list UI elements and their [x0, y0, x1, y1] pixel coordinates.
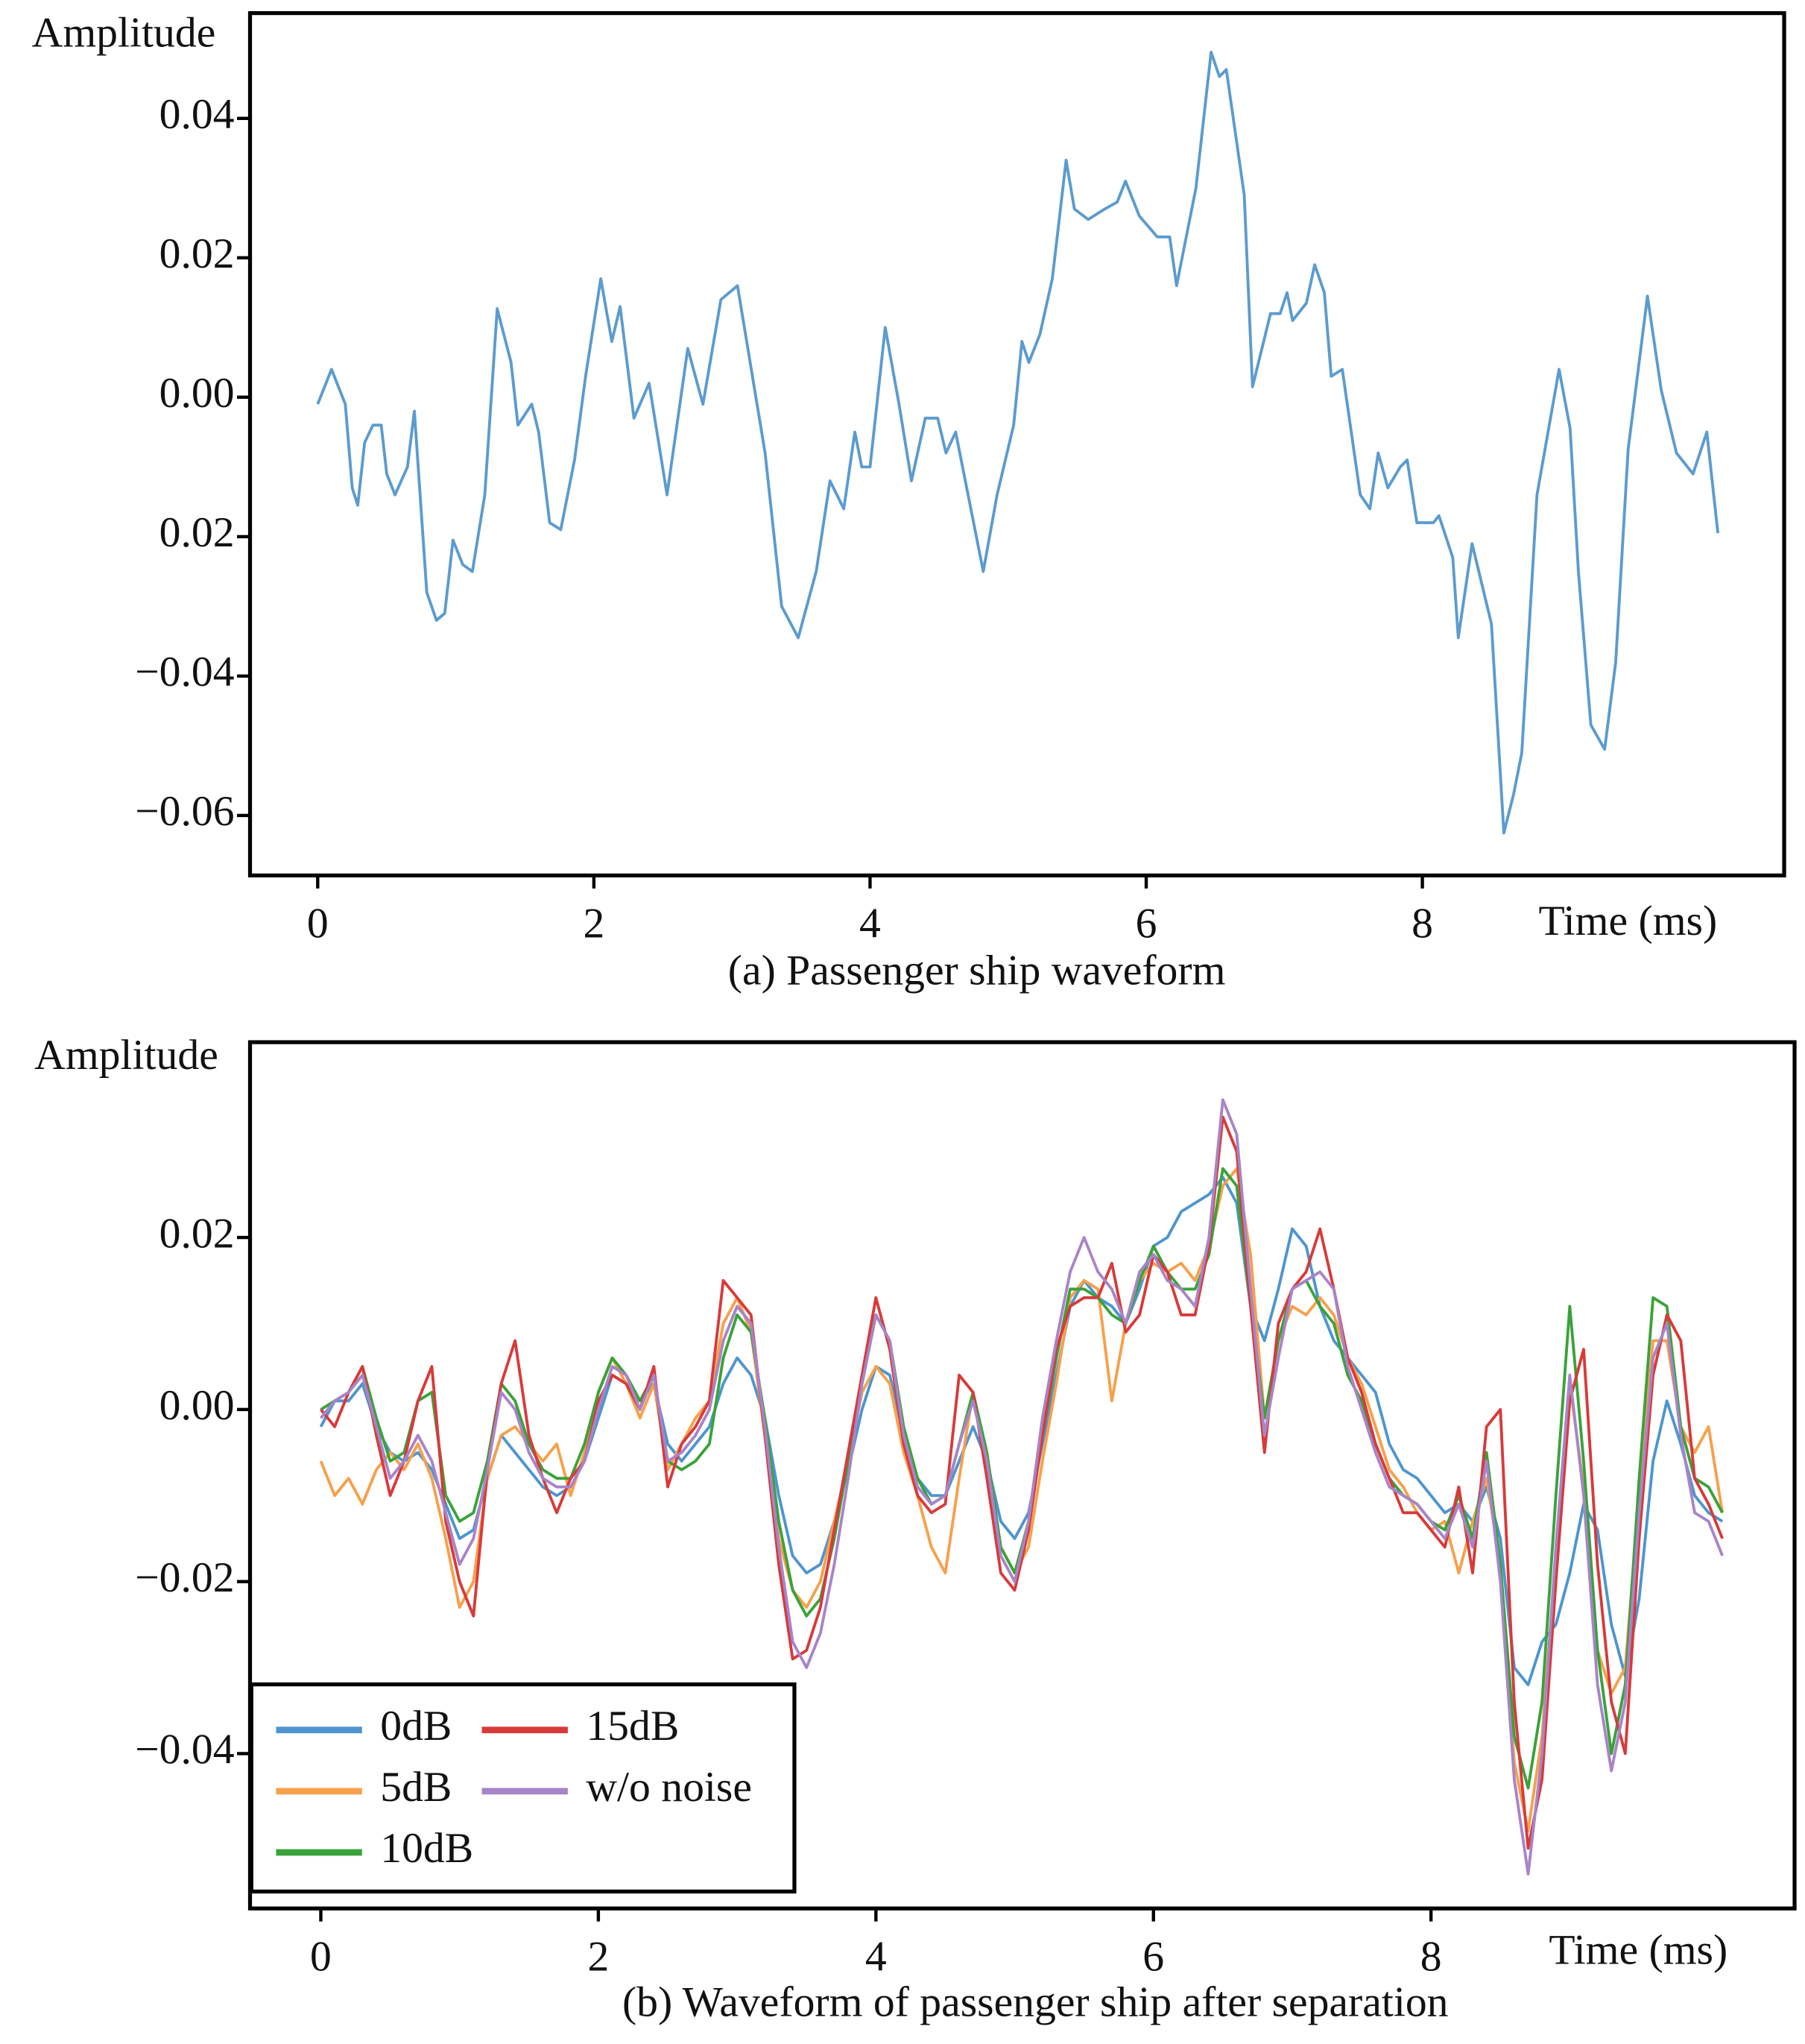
series-line [319, 1176, 1724, 1687]
x-tick-label: 8 [1412, 900, 1433, 947]
y-tick-label: −0.04 [135, 1726, 234, 1773]
x-tick-label: 8 [1420, 1933, 1442, 1980]
y-tick-label: −0.02 [135, 1554, 234, 1601]
x-tick-label: 4 [865, 1933, 887, 1980]
x-tick-label: 6 [1142, 1933, 1164, 1980]
y-tick-label: 0.00 [159, 1382, 235, 1429]
x-tick-label: 4 [859, 900, 881, 947]
caption: (a) Passenger ship waveform [728, 947, 1226, 994]
x-axis-label: Time (ms) [1538, 898, 1717, 944]
series-line [319, 1098, 1724, 1876]
legend-label: 0dB [380, 1703, 452, 1750]
legend-label: w/o noise [586, 1764, 752, 1811]
series-line [319, 1115, 1724, 1850]
x-tick-label: 0 [307, 900, 329, 947]
y-axis-label: Amplitude [34, 1032, 218, 1079]
legend-label: 15dB [586, 1703, 679, 1750]
y-tick-label: 0.04 [159, 91, 235, 138]
plot-frame [247, 1040, 1797, 1911]
y-tick-label: −0.04 [135, 649, 234, 695]
x-axis-label: Time (ms) [1549, 1927, 1727, 1974]
legend-label: 10dB [380, 1825, 473, 1872]
y-tick-label: −0.06 [135, 788, 234, 835]
x-tick-label: 6 [1136, 900, 1157, 947]
x-tick-label: 0 [310, 1933, 332, 1980]
y-tick-label: 0.02 [159, 230, 235, 277]
y-tick-label: 0.00 [159, 370, 235, 417]
x-tick-label: 2 [587, 1933, 609, 1980]
legend-label: 5dB [380, 1764, 452, 1811]
x-tick-label: 2 [583, 900, 604, 947]
y-axis-label: Amplitude [32, 9, 216, 56]
y-tick-label: 0.02 [159, 509, 235, 556]
y-tick-label: 0.02 [159, 1210, 235, 1257]
plot-frame [247, 10, 1786, 878]
waveform-line [316, 51, 1720, 835]
caption: (b) Waveform of passenger ship after sep… [622, 1978, 1449, 2025]
